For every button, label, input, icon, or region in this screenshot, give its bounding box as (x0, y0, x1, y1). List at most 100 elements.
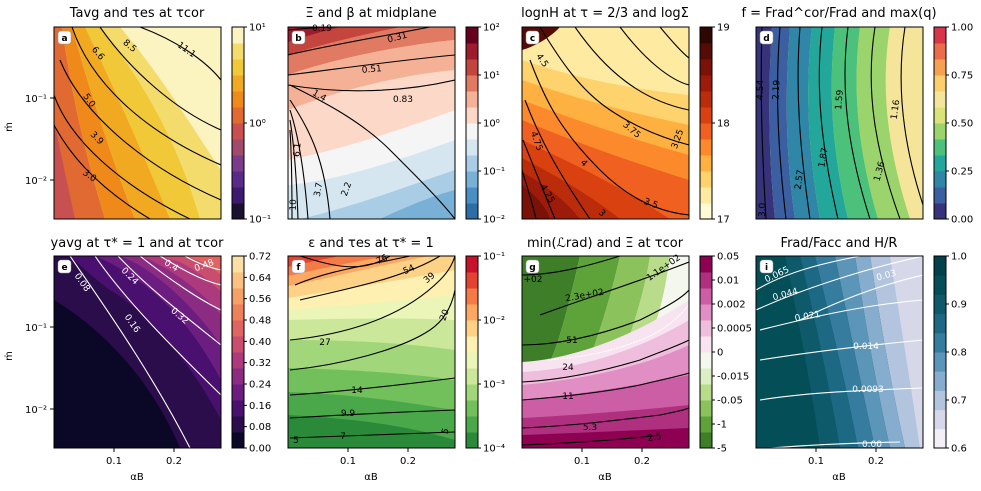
colorbar-e-tick-label: 0.00 (249, 444, 271, 455)
band-d-3 (808, 27, 848, 219)
colorbar-f: 10⁻¹ 10⁻² 10⁻³ 10⁻⁴ (465, 252, 505, 455)
colorbar-e-block (232, 288, 244, 305)
contour-c-8 (522, 169, 537, 219)
band-e-6 (160, 256, 221, 292)
colorbar-e-tick-label: 0.48 (249, 316, 271, 327)
colorbar-f-block (466, 272, 478, 289)
badge-a: a (61, 34, 67, 44)
band-a-9 (85, 27, 200, 219)
contour-a-6 (54, 124, 151, 219)
band-i-3 (855, 256, 905, 448)
colorbar-a-block (232, 107, 244, 124)
contour-label-b-8: 6.1 (292, 142, 303, 157)
colorbar-a-block (232, 139, 244, 156)
contour-label-b-9: 10 (289, 199, 299, 211)
colorbars: 10¹10⁰10⁻¹10²10¹10⁰10⁻¹10⁻²1918171.000.7… (231, 23, 973, 455)
colorbar-e-block (232, 416, 244, 433)
xtick-label-f-2: 0.2 (400, 456, 416, 467)
contour-label-i-4: 0.021 (794, 310, 821, 324)
frame-a (53, 26, 222, 220)
colorbar-f-tick-label: 10⁻⁴ (483, 444, 505, 455)
colorbar-c-block (700, 171, 712, 188)
panel-c (522, 27, 689, 219)
band-d-5 (856, 27, 910, 219)
colorbar-b-block (466, 171, 478, 188)
panel-c-title: lognH at τ = 2/3 and logΣ (521, 6, 689, 21)
colorbar-f-block (466, 400, 478, 417)
contour-label-g-5: 24 (562, 363, 574, 373)
panel-g (522, 256, 689, 448)
contour-f-8 (289, 431, 455, 439)
colorbar-b-block (466, 139, 478, 156)
colorbar-b-tick-label: 10² (483, 23, 500, 34)
contour-g-4 (522, 339, 689, 383)
colorbar-a-block (232, 27, 244, 44)
panel-f-title: ε and τes at τ* = 1 (308, 236, 433, 251)
contour-g-2 (539, 261, 689, 316)
x-axis-label-g: αB (598, 472, 612, 483)
contour-label-f-2: 54 (402, 263, 417, 277)
contour-g-5 (522, 372, 689, 401)
colorbar-e-block (232, 384, 244, 401)
colorbar-a-block (232, 171, 244, 188)
contour-label-d-1: 4.54 (756, 79, 767, 100)
contour-f-2 (294, 256, 411, 286)
band-a-10 (100, 27, 221, 219)
badge-i: i (765, 263, 768, 273)
band-i-8 (756, 256, 820, 448)
contour-label-i-6: 0.0093 (852, 385, 884, 395)
colorbar-g-tick-label: -1 (717, 420, 727, 431)
panel-d (756, 27, 923, 219)
ytick-label-a-2: 10⁻² (25, 176, 47, 187)
colorbar-e-block (232, 304, 244, 321)
contour-f-1 (299, 256, 391, 268)
panel-g-contours (522, 256, 689, 446)
band-e-7 (185, 256, 221, 275)
band-i-4 (835, 256, 890, 448)
colorbar-b-block (466, 59, 478, 76)
colorbar-c-block (700, 91, 712, 108)
colorbar-g-block (700, 256, 712, 273)
contour-e-5 (159, 256, 221, 286)
colorbar-d-block (934, 75, 946, 92)
colorbar-c-block (700, 123, 712, 140)
contour-b-2 (288, 27, 431, 56)
colorbar-f-block (466, 304, 478, 321)
contour-d-1 (760, 27, 767, 219)
band-f-10 (288, 256, 340, 267)
colorbar-g-block (700, 304, 712, 321)
contour-a-5 (54, 94, 191, 219)
panel-b (288, 27, 455, 219)
contour-a-3 (71, 27, 221, 166)
band-g-3 (625, 256, 670, 350)
contour-label-b-4: 0.83 (393, 95, 413, 105)
contour-g-7 (522, 434, 661, 446)
colorbar-b-block (466, 203, 478, 220)
badge-f: f (297, 263, 301, 273)
colorbar-g-block (700, 336, 712, 353)
colorbar-f-block (466, 336, 478, 353)
colorbar-f-frame (465, 255, 479, 449)
colorbar-a: 10¹ 10⁰ 10⁻¹ (231, 23, 271, 226)
colorbar-i-block (934, 256, 946, 276)
colorbar-b-tick-label: 10⁻¹ (483, 167, 505, 178)
panel-c-contours (522, 27, 689, 219)
colorbar-a-block (232, 155, 244, 172)
xtick-label-g-2: 0.2 (634, 456, 650, 467)
colorbar-b-tick-label: 10⁻² (483, 215, 505, 226)
colorbar-f-block (466, 256, 478, 273)
colorbar-d-block (934, 123, 946, 140)
colorbar-a-tick-label: 10⁻¹ (249, 215, 271, 226)
contour-label-d-2: 2.19 (771, 79, 782, 100)
colorbar-a-block (232, 123, 244, 140)
colorbar-d: 1.00 0.75 0.50 0.25 0.00 (933, 23, 973, 226)
panel-i (756, 256, 923, 448)
contour-d-7 (900, 27, 923, 206)
colorbar-e-tick-label: 0.40 (249, 337, 271, 348)
colorbar-d-block (934, 139, 946, 156)
band-d-2 (786, 27, 820, 219)
colorbar-b: 10² 10¹ 10⁰ 10⁻¹ 10⁻² (465, 23, 505, 226)
frame-f (287, 255, 456, 449)
band-g-1 (550, 256, 620, 362)
colorbar-e-block (232, 352, 244, 369)
